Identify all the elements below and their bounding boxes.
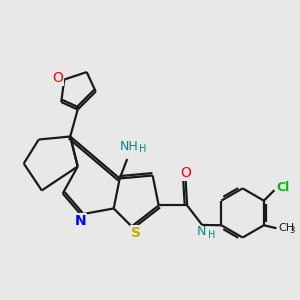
Text: CH: CH	[278, 223, 294, 233]
Text: N: N	[74, 214, 86, 228]
Text: O: O	[180, 167, 191, 180]
Text: Cl: Cl	[276, 181, 290, 194]
Text: N: N	[197, 225, 206, 238]
Text: H: H	[139, 144, 146, 154]
Text: 3: 3	[289, 226, 294, 235]
Text: NH: NH	[119, 140, 138, 153]
Text: S: S	[131, 226, 141, 240]
Text: O: O	[52, 71, 63, 85]
Text: H: H	[208, 230, 215, 239]
